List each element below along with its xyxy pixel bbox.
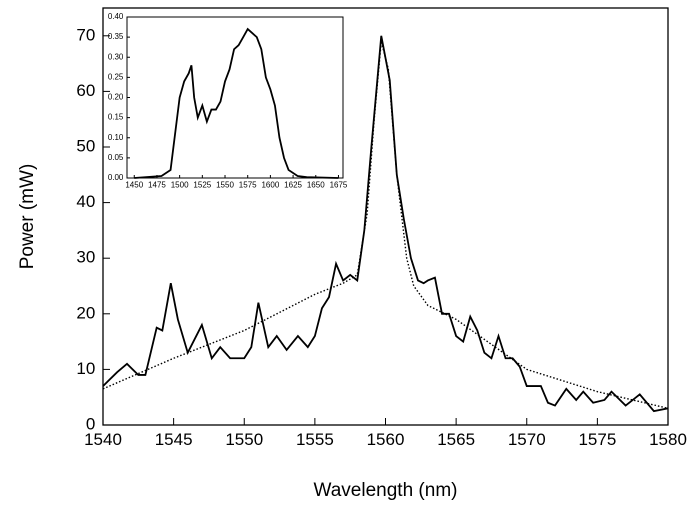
inset-chart: 1450 1475 1500 1525 1550 1575 1600 1625 1650 1675… bbox=[108, 12, 348, 189]
data-line bbox=[134, 27, 339, 179]
y-tick-label: 0.05 bbox=[108, 153, 124, 162]
y-tick-label: 60 bbox=[76, 81, 95, 100]
y-tick-label: 0.40 bbox=[108, 12, 124, 21]
x-tick-label: 1625 bbox=[284, 180, 302, 189]
x-tick-label: 1650 bbox=[307, 180, 325, 189]
y-tick-label: 0 bbox=[86, 414, 95, 433]
y-tick-label: 20 bbox=[76, 303, 95, 322]
y-tick-label: 30 bbox=[76, 248, 95, 267]
x-tick-label: 1475 bbox=[148, 180, 166, 189]
y-axis-label: Power (mW) bbox=[17, 164, 38, 270]
x-tick-label: 1550 bbox=[225, 430, 263, 449]
y-tick-label: 0.30 bbox=[108, 52, 124, 61]
main-chart: 1540 1545 1550 1555 1560 1565 1570 1575 1580 0 10 2… bbox=[17, 7, 687, 501]
y-tick-label: 0.10 bbox=[108, 133, 124, 142]
x-tick-label: 1600 bbox=[261, 180, 279, 189]
x-tick-label: 1500 bbox=[171, 180, 189, 189]
y-tick-label: 40 bbox=[76, 192, 95, 211]
y-tick-label: 0.20 bbox=[108, 93, 124, 102]
x-tick-label: 1550 bbox=[216, 180, 234, 189]
x-tick-label: 1450 bbox=[125, 180, 143, 189]
x-tick-label: 1560 bbox=[367, 430, 405, 449]
x-tick-label: 1555 bbox=[296, 430, 334, 449]
y-tick-label: 0.00 bbox=[108, 173, 124, 182]
x-tick-label: 1575 bbox=[578, 430, 616, 449]
x-tick-label: 1540 bbox=[84, 430, 122, 449]
x-tick-label: 1570 bbox=[508, 430, 546, 449]
x-tick-label: 1675 bbox=[330, 180, 348, 189]
x-tick-label: 1565 bbox=[437, 430, 475, 449]
x-tick-label: 1575 bbox=[239, 180, 257, 189]
x-tick-label: 1580 bbox=[649, 430, 687, 449]
y-tick-label: 0.15 bbox=[108, 113, 124, 122]
y-tick-label: 0.25 bbox=[108, 72, 124, 81]
y-tick-label: 70 bbox=[76, 25, 95, 44]
x-axis-label: Wavelength (nm) bbox=[314, 480, 458, 501]
y-tick-label: 10 bbox=[76, 359, 95, 378]
x-tick-label: 1545 bbox=[155, 430, 193, 449]
plot-frame bbox=[126, 16, 344, 179]
data-line bbox=[102, 35, 669, 413]
y-tick-label: 50 bbox=[76, 136, 95, 155]
x-tick-label: 1525 bbox=[193, 180, 211, 189]
y-tick-label: 0.35 bbox=[108, 32, 124, 41]
